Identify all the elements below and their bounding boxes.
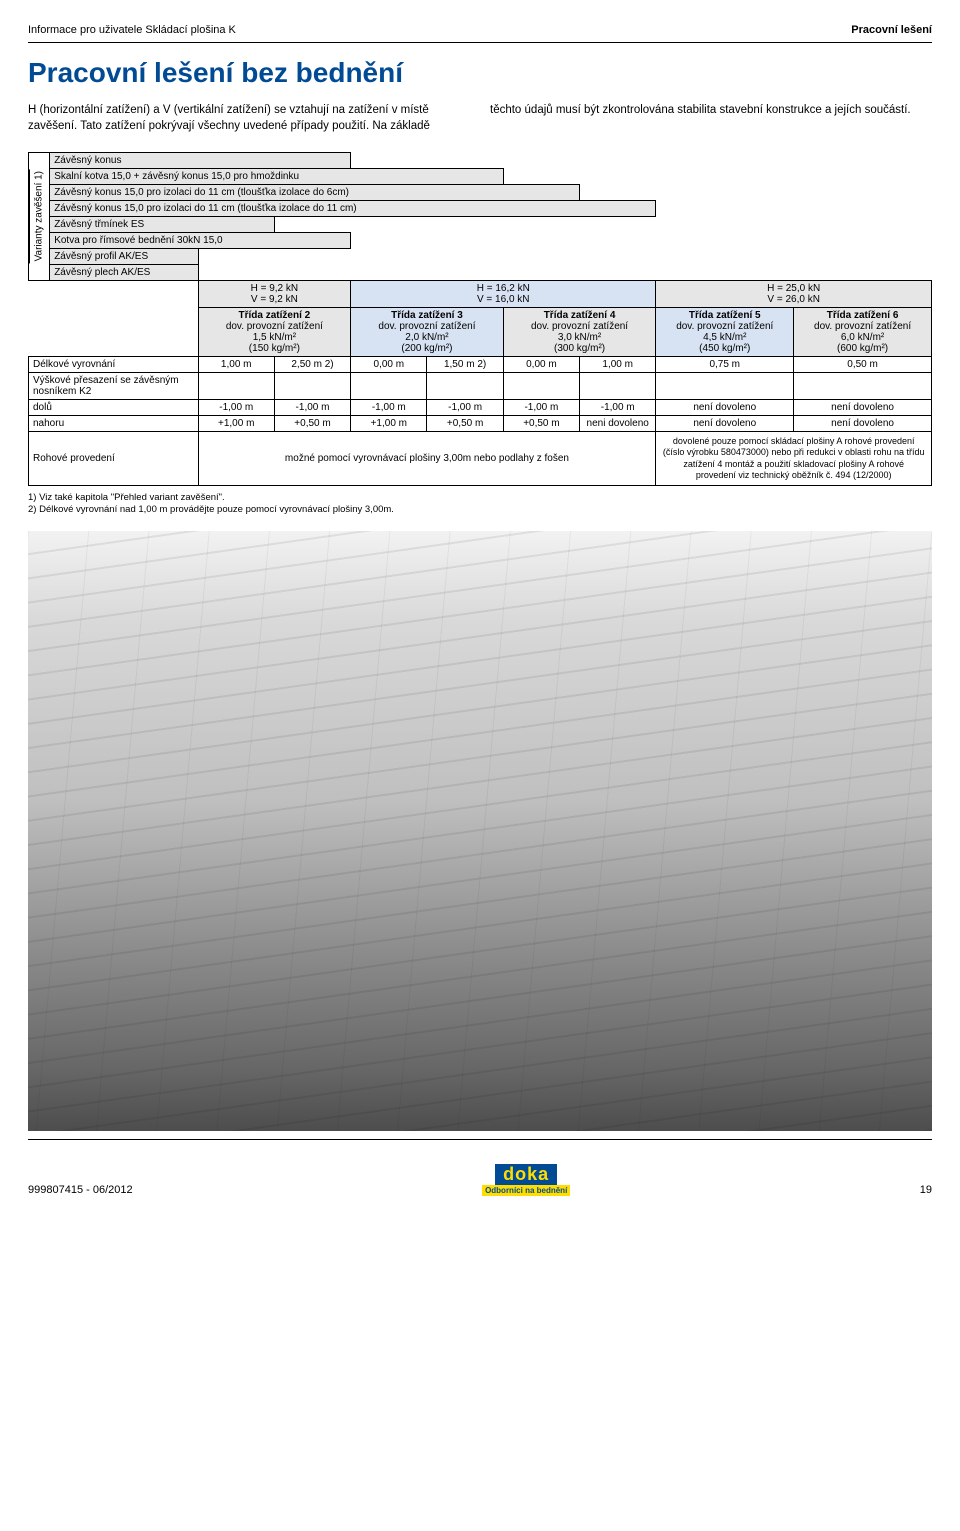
intro-col-1: H (horizontální zatížení) a V (vertikáln… xyxy=(28,103,470,134)
table-cell: -1,00 m xyxy=(274,400,350,416)
table-cell: není dovoleno xyxy=(656,416,794,432)
footnote: 1) Viz také kapitola "Přehled variant za… xyxy=(28,492,932,504)
header-left: Informace pro uživatele Skládací plošina… xyxy=(28,24,236,36)
table-cell: možné pomocí vyrovnávací plošiny 3,00m n… xyxy=(198,432,656,486)
hv-cell: H = 25,0 kNV = 26,0 kN xyxy=(656,281,932,308)
row-label: dolů xyxy=(29,400,199,416)
table-cell: neni dovoleno xyxy=(580,416,656,432)
content-photo xyxy=(28,531,932,1131)
table-cell: +1,00 m xyxy=(351,416,427,432)
footnote: 2) Délkové vyrovnání nad 1,00 m prováděj… xyxy=(28,504,932,516)
class-header: Třída zatížení 3 dov. provozní zatížení … xyxy=(351,308,504,357)
table-cell: -1,00 m xyxy=(427,400,503,416)
footer-page: 19 xyxy=(920,1184,932,1196)
logo-tagline: Odborníci na bednění xyxy=(482,1185,570,1196)
class-header: Třída zatížení 2 dov. provozní zatížení … xyxy=(198,308,351,357)
row-label: nahoru xyxy=(29,416,199,432)
table-cell: 0,00 m xyxy=(503,357,579,373)
table-cell: +1,00 m xyxy=(198,416,274,432)
table-cell: není dovoleno xyxy=(794,416,932,432)
logo-text: doka xyxy=(495,1164,557,1185)
variant-row: Závěsný profil AK/ES xyxy=(50,249,198,265)
class-header: Třída zatížení 6 dov. provozní zatížení … xyxy=(794,308,932,357)
table-cell: +0,50 m xyxy=(427,416,503,432)
table-cell: dovolené pouze pomocí skládací plošiny A… xyxy=(656,432,932,486)
variants-side-label: Varianty zavěšení 1) xyxy=(29,169,48,263)
row-label: Výškové přesazení se závěsným nosníkem K… xyxy=(29,373,199,400)
footer-logo: doka Odborníci na bednění xyxy=(482,1164,570,1196)
table-cell: 1,00 m xyxy=(580,357,656,373)
table-cell: -1,00 m xyxy=(503,400,579,416)
intro-col-2: těchto údajů musí být zkontrolována stab… xyxy=(490,103,932,134)
page-title: Pracovní lešení bez bednění xyxy=(28,57,932,89)
table-cell: +0,50 m xyxy=(274,416,350,432)
variant-row: Skalní kotva 15,0 + závěsný konus 15,0 p… xyxy=(50,169,504,185)
top-rule xyxy=(28,42,932,43)
table-cell: není dovoleno xyxy=(794,400,932,416)
variant-row: Závěsný plech AK/ES xyxy=(50,265,198,281)
row-label: Rohové provedení xyxy=(29,432,199,486)
variant-row: Závěsný konus xyxy=(50,153,351,169)
load-table: Varianty zavěšení 1) Závěsný konus Skaln… xyxy=(28,152,932,486)
variant-row: Kotva pro římsové bednění 30kN 15,0 xyxy=(50,233,351,249)
table-cell: 0,00 m xyxy=(351,357,427,373)
table-cell: -1,00 m xyxy=(580,400,656,416)
table-cell: -1,00 m xyxy=(351,400,427,416)
class-header: Třída zatížení 4 dov. provozní zatížení … xyxy=(503,308,656,357)
hv-cell: H = 9,2 kNV = 9,2 kN xyxy=(198,281,351,308)
variant-row: Závěsný konus 15,0 pro izolaci do 11 cm … xyxy=(50,201,656,217)
header-right: Pracovní lešení xyxy=(851,24,932,36)
table-cell: 0,75 m xyxy=(656,357,794,373)
table-cell: +0,50 m xyxy=(503,416,579,432)
table-cell: 1,50 m 2) xyxy=(427,357,503,373)
row-label: Délkové vyrovnání xyxy=(29,357,199,373)
table-cell: 1,00 m xyxy=(198,357,274,373)
footer-rule xyxy=(28,1139,932,1140)
footnotes: 1) Viz také kapitola "Přehled variant za… xyxy=(28,492,932,517)
table-cell: 2,50 m 2) xyxy=(274,357,350,373)
class-header: Třída zatížení 5 dov. provozní zatížení … xyxy=(656,308,794,357)
variant-row: Závěsný konus 15,0 pro izolaci do 11 cm … xyxy=(50,185,580,201)
variant-row: Závěsný třmínek ES xyxy=(50,217,275,233)
intro-columns: H (horizontální zatížení) a V (vertikáln… xyxy=(28,103,932,134)
footer-left: 999807415 - 06/2012 xyxy=(28,1184,133,1196)
table-cell: 0,50 m xyxy=(794,357,932,373)
table-cell: -1,00 m xyxy=(198,400,274,416)
table-cell: není dovoleno xyxy=(656,400,794,416)
hv-cell: H = 16,2 kNV = 16,0 kN xyxy=(351,281,656,308)
